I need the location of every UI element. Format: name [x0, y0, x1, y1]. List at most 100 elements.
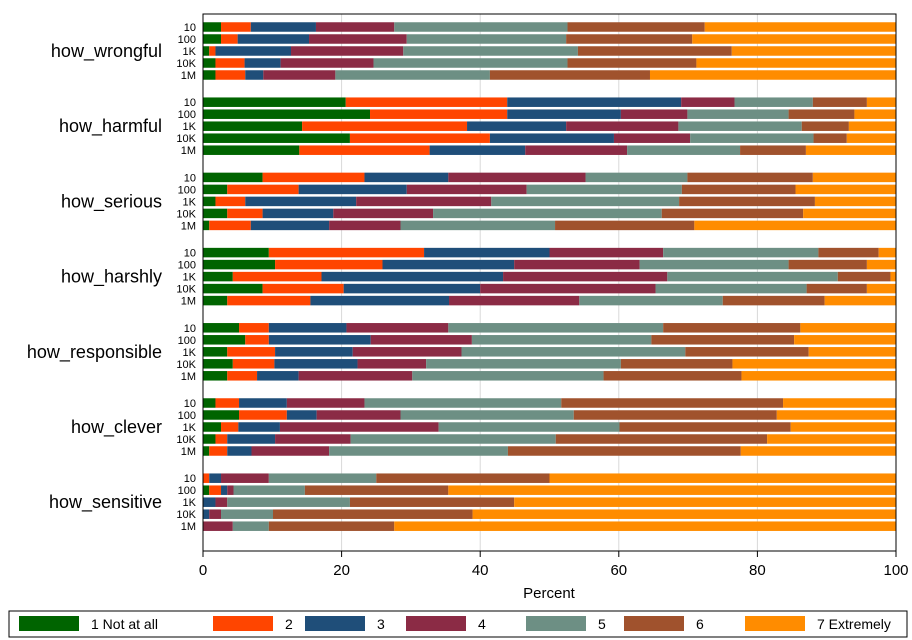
bar-segment: [803, 208, 896, 219]
bar-label: 100: [178, 410, 196, 422]
bar-segment: [514, 259, 640, 270]
bar-segment: [790, 422, 896, 432]
x-tick-label: 0: [199, 562, 207, 579]
x-tick-label: 40: [472, 562, 489, 579]
bar-segment: [215, 196, 246, 207]
bar-segment: [315, 22, 395, 32]
bar-segment: [370, 335, 472, 345]
bar-segment: [655, 283, 807, 294]
bar-segment: [690, 133, 814, 143]
bar-segment: [286, 398, 365, 408]
bar-segment: [813, 133, 847, 143]
bar-segment: [866, 283, 896, 294]
bar-segment: [352, 347, 462, 357]
bar-segment: [667, 271, 838, 282]
bar-segment: [400, 410, 574, 420]
bar-segment: [805, 145, 896, 155]
bar-label: 10: [184, 398, 196, 410]
bar-segment: [449, 295, 580, 306]
bar-segment: [426, 359, 621, 369]
bar-segment: [203, 446, 210, 456]
bar-segment: [227, 446, 252, 456]
bar-segment: [878, 247, 896, 258]
bar-segment: [203, 485, 210, 495]
legend-swatch: [305, 616, 365, 631]
bar-segment: [203, 58, 216, 68]
bar-segment: [203, 359, 233, 369]
bar-label: 10: [184, 22, 196, 34]
x-tick-label: 20: [333, 562, 350, 579]
bar-segment: [321, 271, 504, 282]
bar-segment: [286, 410, 317, 420]
bar-segment: [227, 485, 234, 495]
bar-segment: [357, 359, 427, 369]
bar-segment: [741, 371, 896, 381]
bar-segment: [627, 145, 741, 155]
bar-segment: [203, 109, 371, 119]
group-label: how_wrongful: [51, 41, 162, 62]
bar-segment: [620, 109, 688, 119]
bar-label: 10: [184, 323, 196, 335]
bar-segment: [221, 485, 228, 495]
bar-segment: [209, 485, 222, 495]
grid-lines: [341, 14, 897, 551]
bar-label: 1M: [181, 371, 196, 383]
x-tick-label: 60: [610, 562, 627, 579]
bar-segment: [262, 283, 344, 294]
bar-label: 10: [184, 172, 196, 184]
bar-segment: [203, 46, 210, 56]
legend-swatch: [213, 616, 273, 631]
bar-segment: [837, 271, 891, 282]
bar-segment: [263, 70, 336, 80]
bar-segment: [866, 97, 896, 107]
legend-label: 4: [478, 616, 486, 632]
bar-segment: [268, 247, 425, 258]
bar-segment: [818, 247, 879, 258]
bar-segment: [203, 271, 233, 282]
bar-segment: [696, 58, 896, 68]
bar-label: 10K: [176, 58, 196, 70]
bar-label: 100: [178, 34, 196, 46]
bar-segment: [275, 259, 383, 270]
bar-segment: [350, 434, 556, 444]
bar-segment: [245, 196, 357, 207]
bar-segment: [525, 145, 628, 155]
bar-segment: [299, 145, 430, 155]
bar-segment: [806, 283, 867, 294]
bar-segment: [603, 371, 742, 381]
group-label: how_clever: [71, 417, 162, 438]
bar-segment: [566, 34, 693, 44]
bar-segment: [203, 22, 222, 32]
bar-segment: [808, 347, 896, 357]
bar-label: 10: [184, 473, 196, 485]
group-label: how_serious: [61, 191, 162, 212]
bar-segment: [245, 70, 264, 80]
legend-label: 2: [285, 616, 293, 632]
bar-segment: [722, 295, 825, 306]
bar-label: 100: [178, 260, 196, 272]
bar-segment: [679, 196, 815, 207]
bar-segment: [507, 97, 682, 107]
bar-segment: [262, 172, 365, 183]
bar-segment: [245, 335, 269, 345]
bar-segment: [376, 473, 550, 483]
bar-segment: [507, 446, 741, 456]
bar-segment: [356, 196, 492, 207]
bar-segment: [687, 109, 789, 119]
bar-segment: [298, 184, 407, 195]
plot-frame: [202, 13, 897, 552]
bar-segment: [370, 109, 508, 119]
bar-segment: [232, 359, 275, 369]
bar-segment: [814, 196, 896, 207]
plot-border: [202, 13, 897, 552]
bar-segment: [215, 398, 240, 408]
bar-segment: [429, 145, 526, 155]
bar-segment: [448, 485, 896, 495]
bar-segment: [203, 220, 210, 231]
bar-segment: [424, 247, 550, 258]
bar-segment: [866, 259, 896, 270]
bar-segment: [503, 271, 668, 282]
bar-segment: [403, 46, 578, 56]
bar-segment: [203, 184, 228, 195]
x-axis-title: Percent: [523, 585, 576, 602]
